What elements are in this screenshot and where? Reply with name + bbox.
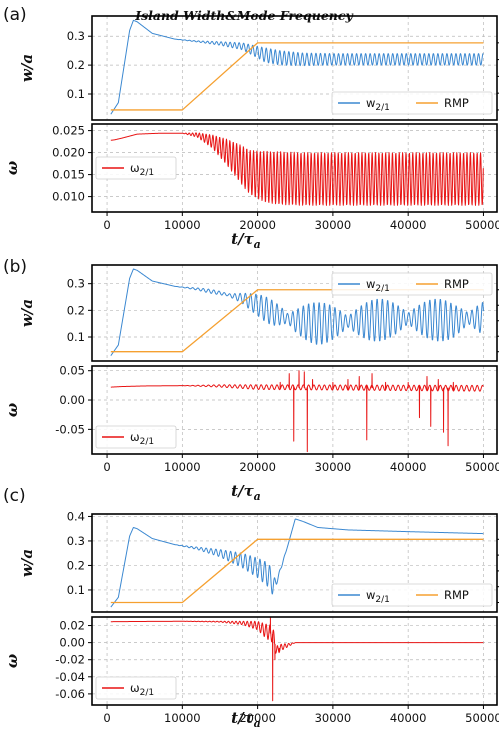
w21-line [110,268,484,356]
xlabel: t/τa [231,709,261,730]
legend-label-rmp: RMP [444,277,469,291]
ylabel-omega: ω [3,161,21,175]
ytick-label: 0.1 [67,87,85,101]
panel-1: (b)0.10.20.30.02.55.07.510.0w/aRMP(10-4)… [3,257,499,503]
ytick-label: 0.010 [52,190,85,204]
ylabel-omega: ω [3,403,21,417]
bottom-lines [110,617,484,702]
omega-line [110,370,484,453]
xtick-label: 10000 [164,218,201,232]
bottom-subplot: -0.05 0.00 0.05 0 10000 20000 30000 40000 50000 ω… [3,364,499,474]
xtick-label: 40000 [390,218,427,232]
bottom-frame [91,365,498,455]
ytick-label: 0.3 [67,277,85,291]
ytick-label: 0.00 [59,393,85,407]
top-subplot: 0.10.20.30.02.55.07.510.0w/aRMP(10-4)w2/… [18,15,499,121]
legend-subscript: 2/1 [140,168,154,178]
top-lines [110,19,484,115]
xtick-label: 0 [103,460,110,474]
ytick-label: 0.3 [67,29,85,43]
legend-subscript: 2/1 [375,103,389,113]
ytick-label: 0.4 [67,509,85,523]
ylabel-left: w/a [18,54,36,82]
panel-0: (a)0.10.20.30.02.55.07.510.0w/aRMP(10-4)… [3,5,499,251]
ytick-label: -0.04 [55,670,85,684]
ytick-label: 0.3 [67,534,85,548]
ytick-label: -0.02 [55,653,85,667]
xtick-label: 40000 [390,711,427,725]
ytick-label: 0.05 [59,364,85,378]
bottom-lines [110,370,484,453]
top-lines [110,518,484,608]
top-frame [91,15,498,121]
xlabel-subscript: a [254,717,261,730]
legend-label-rmp: RMP [444,588,469,602]
rmp-line [110,42,484,111]
omega-line [110,617,484,702]
bottom-subplot: 0.010 0.015 0.020 0.025 0 10000 20000 30000 4000… [3,123,499,232]
xtick-label: 50000 [465,218,499,232]
xtick-label: 30000 [315,460,352,474]
xtick-label: 20000 [239,218,276,232]
legend-box [331,272,493,296]
xtick-label: 40000 [390,460,427,474]
xtick-label: 10000 [164,711,201,725]
panel-label: (a) [3,5,27,25]
ytick-label: 0.00 [59,636,85,650]
legend-subscript: 2/1 [375,595,389,605]
omega-line [110,132,484,206]
top-frame [91,264,498,362]
ytick-label: 0.015 [52,168,85,182]
legend-box [331,91,493,115]
ytick-label: 0.02 [59,619,85,633]
xlabel-subscript: a [254,238,261,251]
ylabel-omega: ω [3,654,21,668]
panel-2: (c)0.10.20.30.40.02.55.07.510.0w/aRMP(10… [3,486,499,730]
top-frame [91,513,498,613]
legend-label-rmp: RMP [444,96,469,110]
xlabel-subscript: a [254,490,261,503]
xlabel: t/τa [231,482,261,503]
rmp-line [110,538,484,604]
bottom-lines [110,132,484,206]
ytick-label: 0.020 [52,146,85,160]
ytick-label: -0.05 [55,422,85,436]
xtick-label: 0 [103,218,110,232]
ytick-label: 0.2 [67,58,85,72]
bottom-subplot: -0.06 -0.04 -0.02 0.00 0.02 0 10000 20000 30000 4… [3,616,499,725]
ylabel-left: w/a [18,299,36,327]
ytick-label: 0.025 [52,124,85,138]
legend-subscript: 2/1 [140,688,154,698]
xtick-label: 50000 [465,711,499,725]
xtick-label: 0 [103,711,110,725]
bottom-frame [91,123,498,213]
ytick-label: 0.1 [67,330,85,344]
xtick-label: 50000 [465,460,499,474]
bottom-frame [91,616,498,706]
w21-line [110,19,484,115]
ytick-label: 0.2 [67,303,85,317]
ytick-label: 0.1 [67,583,85,597]
legend-box [331,583,493,607]
legend-subscript: 2/1 [140,437,154,447]
legend-box [95,676,177,700]
xlabel: t/τa [231,230,261,251]
ylabel-left: w/a [18,549,36,577]
ytick-label: -0.06 [55,687,85,701]
panel-label: (b) [3,257,27,277]
w21-line [110,518,484,608]
top-subplot: 0.10.20.30.40.02.55.07.510.0w/aRMP(10-4)… [18,509,499,613]
xtick-label: 20000 [239,460,276,474]
xtick-label: 30000 [315,711,352,725]
legend-subscript: 2/1 [375,284,389,294]
legend-box [95,425,177,449]
panel-label: (c) [3,486,26,506]
top-subplot: 0.10.20.30.02.55.07.510.0w/aRMP(10-4)w2/… [18,264,499,362]
xtick-label: 30000 [315,218,352,232]
legend-box [95,156,177,180]
ytick-label: 0.2 [67,558,85,572]
xtick-label: 10000 [164,460,201,474]
xtick-label: 20000 [239,711,276,725]
